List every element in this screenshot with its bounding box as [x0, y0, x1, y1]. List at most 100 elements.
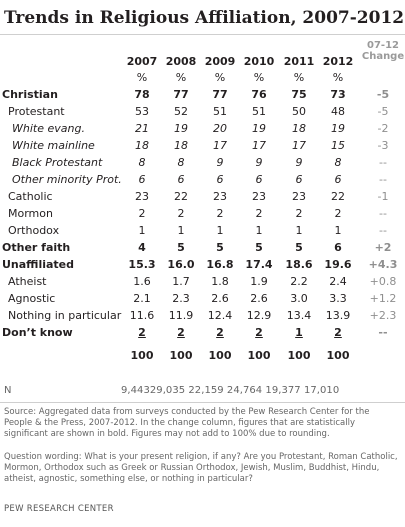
- table-cell: 2: [216, 326, 224, 339]
- table-cell: 100: [326, 349, 350, 362]
- change-cell: --: [378, 326, 388, 339]
- table-cell: 9: [255, 156, 263, 169]
- table-cell: 1.6: [133, 275, 151, 288]
- table-cell: 77: [173, 88, 189, 101]
- table-cell: 100: [130, 349, 154, 362]
- table-cell: 75: [291, 88, 307, 101]
- table-cell: 2.6: [211, 292, 229, 305]
- row-label: White mainline: [12, 139, 95, 152]
- change-cell: +2.3: [369, 309, 397, 322]
- table-cell: 23: [135, 190, 149, 203]
- table-cell: 22: [174, 190, 188, 203]
- table-cell: 48: [331, 105, 345, 118]
- table-cell: 1: [255, 224, 263, 237]
- table-cell: 76: [251, 88, 267, 101]
- sample-size-values: 9,44329,035 22,159 24,764 19,377 17,010: [121, 385, 340, 396]
- table-cell: 2: [138, 326, 146, 339]
- percent-symbol: %: [253, 71, 265, 84]
- table-cell: 5: [295, 241, 303, 254]
- table-cell: 18: [292, 122, 306, 135]
- row-label: Catholic: [8, 190, 53, 203]
- table-cell: 8: [138, 156, 146, 169]
- table-row: Don’t know 2 2 2 2 1 2 --: [0, 324, 405, 341]
- change-cell: -5: [376, 88, 390, 101]
- table-cell: 50: [292, 105, 306, 118]
- table-cell: 8: [334, 156, 342, 169]
- table-cell: 15.3: [128, 258, 156, 271]
- table-cell: 21: [135, 122, 149, 135]
- table-row: Unaffiliated 15.3 16.0 16.8 17.4 18.6 19.6 +4.3: [0, 256, 405, 273]
- table-cell: 2: [295, 207, 303, 220]
- table-cell: 5: [255, 241, 263, 254]
- table-cell: 2: [255, 207, 263, 220]
- table-cell: 6: [138, 173, 146, 186]
- table-cell: 2: [334, 207, 342, 220]
- table-cell: 2.3: [172, 292, 190, 305]
- table-cell: 1: [334, 224, 342, 237]
- table-cell: 52: [174, 105, 188, 118]
- row-label: Mormon: [8, 207, 53, 220]
- table-cell: 100: [247, 349, 271, 362]
- table-cell: 1: [295, 326, 303, 339]
- table-title: Trends in Religious Affiliation, 2007-20…: [4, 8, 405, 28]
- table-row: Other faith 4 5 5 5 5 6 +2: [0, 239, 405, 256]
- row-label: White evang.: [12, 122, 85, 135]
- table-cell: 9: [295, 156, 303, 169]
- table-cell: 5: [177, 241, 185, 254]
- table-cell: 1: [177, 224, 185, 237]
- table-cell: 6: [177, 173, 185, 186]
- table-cell: 11.9: [168, 309, 194, 322]
- table-cell: 8: [177, 156, 185, 169]
- table-row: Atheist 1.6 1.7 1.8 1.9 2.2 2.4 +0.8: [0, 273, 405, 290]
- table-cell: 3.3: [329, 292, 347, 305]
- table-cell: 73: [330, 88, 346, 101]
- change-cell: -3: [377, 139, 389, 152]
- question-wording-note: Question wording: What is your present r…: [4, 452, 398, 484]
- table-cell: 13.9: [325, 309, 351, 322]
- table-cell: 18: [174, 139, 188, 152]
- table-cell: 1: [138, 224, 146, 237]
- row-label: Protestant: [8, 105, 65, 118]
- table-row: 100 100 100 100 100 100: [0, 347, 405, 364]
- change-header-label: Change: [361, 51, 405, 62]
- change-cell: +2: [374, 241, 392, 254]
- table-cell: 78: [134, 88, 150, 101]
- percent-symbol: %: [214, 71, 226, 84]
- table-row: Christian 78 77 77 76 75 73 -5: [0, 86, 405, 103]
- change-header-years: 07-12: [367, 40, 399, 51]
- table-cell: 6: [216, 173, 224, 186]
- row-label: Other faith: [2, 241, 71, 254]
- table-cell: 16.0: [167, 258, 195, 271]
- table-cell: 2.4: [329, 275, 347, 288]
- percent-symbol: %: [175, 71, 187, 84]
- table-row: White evang. 21 19 20 19 18 19 -2: [0, 120, 405, 137]
- table-cell: 1.8: [211, 275, 229, 288]
- year-header-2011: 2011: [283, 55, 315, 68]
- table-cell: 2: [255, 326, 263, 339]
- table-cell: 100: [287, 349, 311, 362]
- table-row: White mainline 18 18 17 17 17 15 -3: [0, 137, 405, 154]
- table-cell: 1: [295, 224, 303, 237]
- change-cell: +4.3: [368, 258, 398, 271]
- table-cell: 2.6: [250, 292, 268, 305]
- year-header-2009: 2009: [204, 55, 236, 68]
- row-label: Nothing in particular: [8, 309, 122, 322]
- table-cell: 23: [252, 190, 266, 203]
- table-row: Protestant 53 52 51 51 50 48 -5: [0, 103, 405, 120]
- table-cell: 13.4: [286, 309, 312, 322]
- table-cell: 22: [331, 190, 345, 203]
- table-cell: 15: [331, 139, 345, 152]
- source-note: Source: Aggregated data from surveys con…: [4, 407, 370, 439]
- title-rule: [0, 34, 405, 35]
- table-cell: 23: [292, 190, 306, 203]
- table-cell: 51: [213, 105, 227, 118]
- row-label: Orthodox: [8, 224, 60, 237]
- table-cell: 18: [135, 139, 149, 152]
- percent-symbol: %: [293, 71, 305, 84]
- table-cell: 2: [138, 207, 146, 220]
- table-cell: 12.4: [207, 309, 233, 322]
- table-row: Black Protestant 8 8 9 9 9 8 --: [0, 154, 405, 171]
- row-label: Black Protestant: [12, 156, 103, 169]
- source-rule: [0, 402, 405, 403]
- table-cell: 6: [255, 173, 263, 186]
